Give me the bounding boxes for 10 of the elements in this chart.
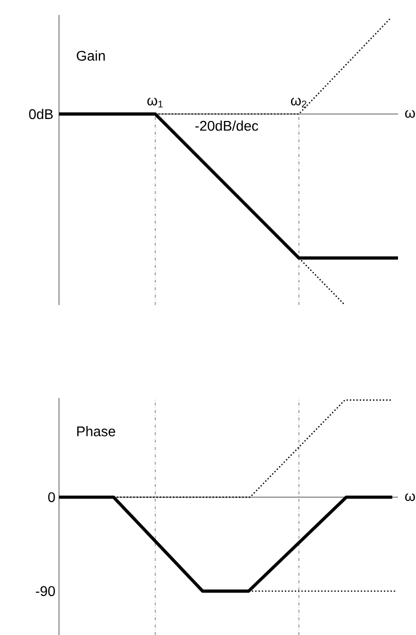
y-axis-title: Gain	[76, 50, 105, 61]
y-tick-label: -90	[36, 586, 55, 596]
y-tick-label: 0	[48, 492, 55, 502]
y-axis-title: Phase	[77, 426, 116, 436]
text: 0dB	[29, 108, 53, 120]
x-axis-title: ω	[405, 110, 415, 118]
annotation: -20dB/dec	[195, 120, 258, 131]
x-tick-label: ω$_{1}$	[147, 98, 163, 108]
x-tick-label: ω$_{2}$	[291, 98, 306, 108]
x-axis-title: ω	[405, 493, 415, 502]
